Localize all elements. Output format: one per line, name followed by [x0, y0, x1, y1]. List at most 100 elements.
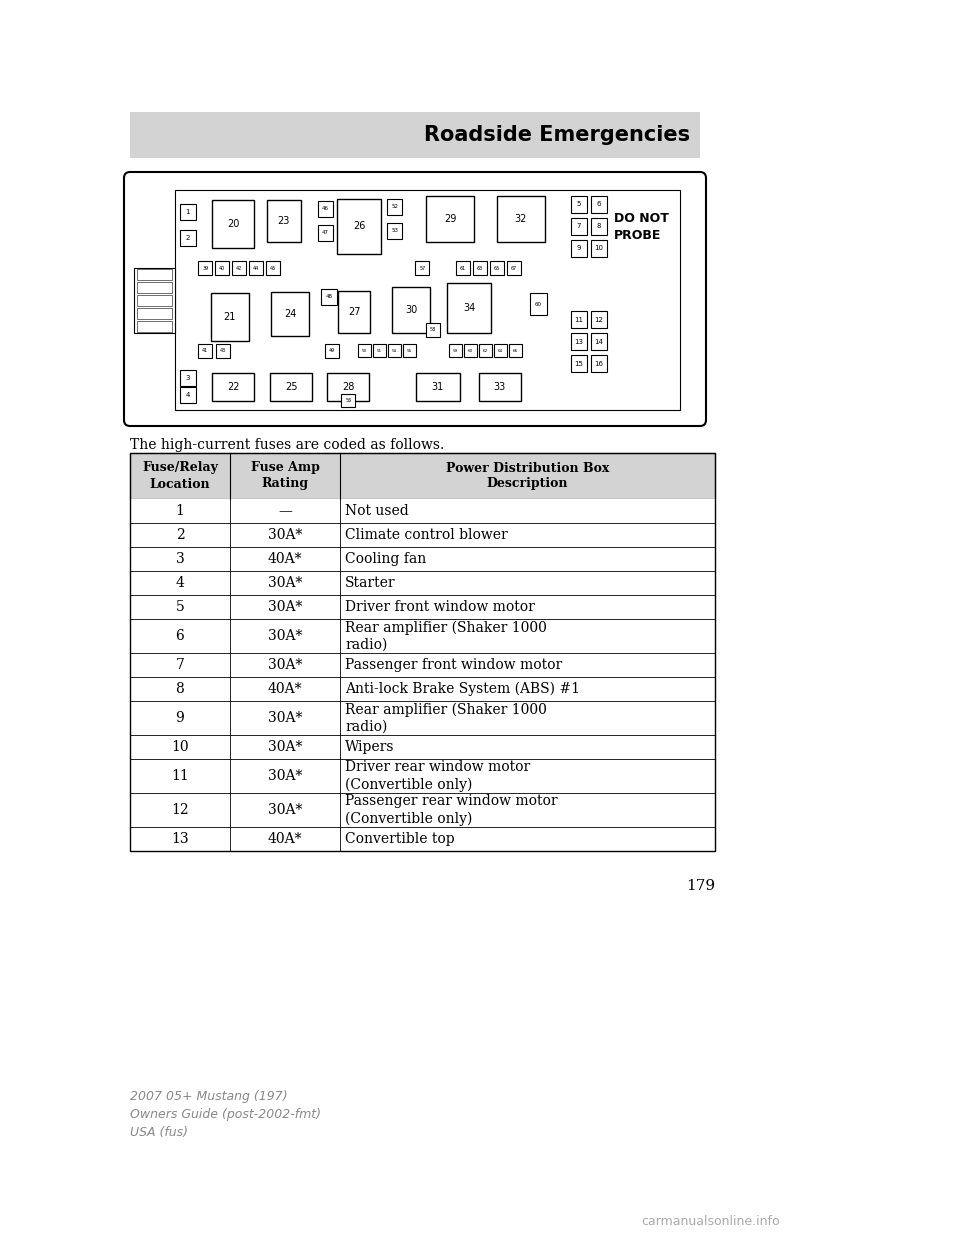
Bar — [199, 261, 212, 274]
Text: 20: 20 — [227, 219, 239, 229]
Text: 64: 64 — [497, 349, 503, 353]
Text: USA (fus): USA (fus) — [130, 1126, 188, 1139]
Text: 15: 15 — [575, 360, 584, 366]
Bar — [318, 201, 333, 216]
Bar — [493, 344, 507, 358]
Bar — [137, 308, 172, 318]
Text: 53: 53 — [391, 229, 398, 233]
Bar — [267, 200, 300, 242]
Bar — [216, 344, 230, 358]
Text: 50: 50 — [362, 349, 367, 353]
Text: 9: 9 — [176, 710, 184, 725]
Text: 30A*: 30A* — [268, 600, 302, 614]
Text: 16: 16 — [594, 360, 604, 366]
Bar — [271, 292, 309, 337]
Text: 23: 23 — [277, 216, 290, 226]
Text: 40A*: 40A* — [268, 551, 302, 566]
Bar — [130, 546, 715, 571]
Text: Convertible top: Convertible top — [345, 832, 455, 846]
Bar — [507, 261, 521, 274]
Text: 9: 9 — [577, 246, 581, 251]
Bar — [130, 653, 715, 677]
Text: 51: 51 — [377, 349, 382, 353]
Text: 1: 1 — [185, 209, 190, 215]
Bar — [571, 240, 587, 257]
Text: 62: 62 — [483, 349, 488, 353]
Bar — [324, 344, 339, 358]
Text: 5: 5 — [577, 201, 581, 207]
Text: 56: 56 — [345, 397, 351, 402]
Bar — [215, 261, 229, 274]
Bar — [338, 291, 371, 333]
Text: 25: 25 — [285, 381, 298, 392]
Text: 30A*: 30A* — [268, 576, 302, 590]
Bar — [387, 222, 402, 238]
Bar — [130, 759, 715, 792]
Bar — [479, 344, 492, 358]
Bar — [327, 373, 370, 401]
Bar — [393, 287, 430, 333]
Bar — [137, 268, 172, 279]
Text: 45: 45 — [270, 266, 276, 271]
Text: 30A*: 30A* — [268, 804, 302, 817]
Bar — [130, 571, 715, 595]
Text: 31: 31 — [431, 381, 444, 392]
Text: 66: 66 — [513, 349, 517, 353]
Text: 32: 32 — [515, 214, 527, 224]
Bar — [321, 288, 337, 304]
Text: Fuse Amp
Rating: Fuse Amp Rating — [251, 462, 320, 491]
Text: 13: 13 — [171, 832, 189, 846]
Text: Climate control blower: Climate control blower — [345, 528, 508, 542]
Text: 34: 34 — [464, 303, 475, 313]
Bar — [134, 267, 175, 333]
Bar — [212, 373, 254, 401]
Text: 61: 61 — [460, 266, 466, 271]
Text: carmanualsonline.info: carmanualsonline.info — [641, 1215, 780, 1228]
Text: Driver rear window motor
(Convertible only): Driver rear window motor (Convertible on… — [345, 760, 530, 791]
Text: 58: 58 — [429, 327, 436, 332]
Text: 2: 2 — [176, 528, 184, 542]
Bar — [130, 735, 715, 759]
Text: 11: 11 — [171, 769, 189, 782]
Text: Power Distribution Box
Description: Power Distribution Box Description — [445, 462, 610, 491]
Bar — [591, 333, 607, 350]
Bar — [473, 261, 487, 274]
Bar — [130, 453, 715, 851]
Bar — [571, 312, 587, 328]
Bar — [571, 333, 587, 350]
Text: 10: 10 — [594, 246, 604, 251]
Bar — [464, 344, 477, 358]
Bar — [571, 196, 587, 212]
Text: 7: 7 — [176, 658, 184, 672]
Text: 30A*: 30A* — [268, 658, 302, 672]
Text: 52: 52 — [391, 204, 398, 209]
Text: 27: 27 — [348, 307, 361, 317]
Text: 44: 44 — [253, 266, 259, 271]
Text: DO NOT
PROBE: DO NOT PROBE — [614, 212, 669, 242]
Bar — [137, 282, 172, 293]
Bar — [250, 261, 263, 274]
Text: 63: 63 — [477, 266, 483, 271]
Text: Not used: Not used — [345, 504, 409, 518]
Text: 3: 3 — [176, 551, 184, 566]
Text: 30A*: 30A* — [268, 710, 302, 725]
Text: Wipers: Wipers — [345, 740, 395, 754]
Bar — [509, 344, 522, 358]
Bar — [591, 196, 607, 212]
Text: 12: 12 — [594, 317, 604, 323]
Text: 40A*: 40A* — [268, 832, 302, 846]
Text: 22: 22 — [227, 381, 239, 392]
Text: 179: 179 — [685, 879, 715, 893]
Bar — [130, 112, 700, 158]
Bar — [530, 293, 547, 315]
Bar — [180, 204, 196, 220]
Text: 30A*: 30A* — [268, 528, 302, 542]
Text: 40A*: 40A* — [268, 682, 302, 696]
Bar — [497, 195, 545, 242]
Bar — [448, 344, 462, 358]
Text: Starter: Starter — [345, 576, 396, 590]
Bar — [130, 499, 715, 523]
Text: 47: 47 — [322, 231, 329, 236]
Bar — [130, 700, 715, 735]
Text: Rear amplifier (Shaker 1000
radio): Rear amplifier (Shaker 1000 radio) — [345, 621, 547, 652]
